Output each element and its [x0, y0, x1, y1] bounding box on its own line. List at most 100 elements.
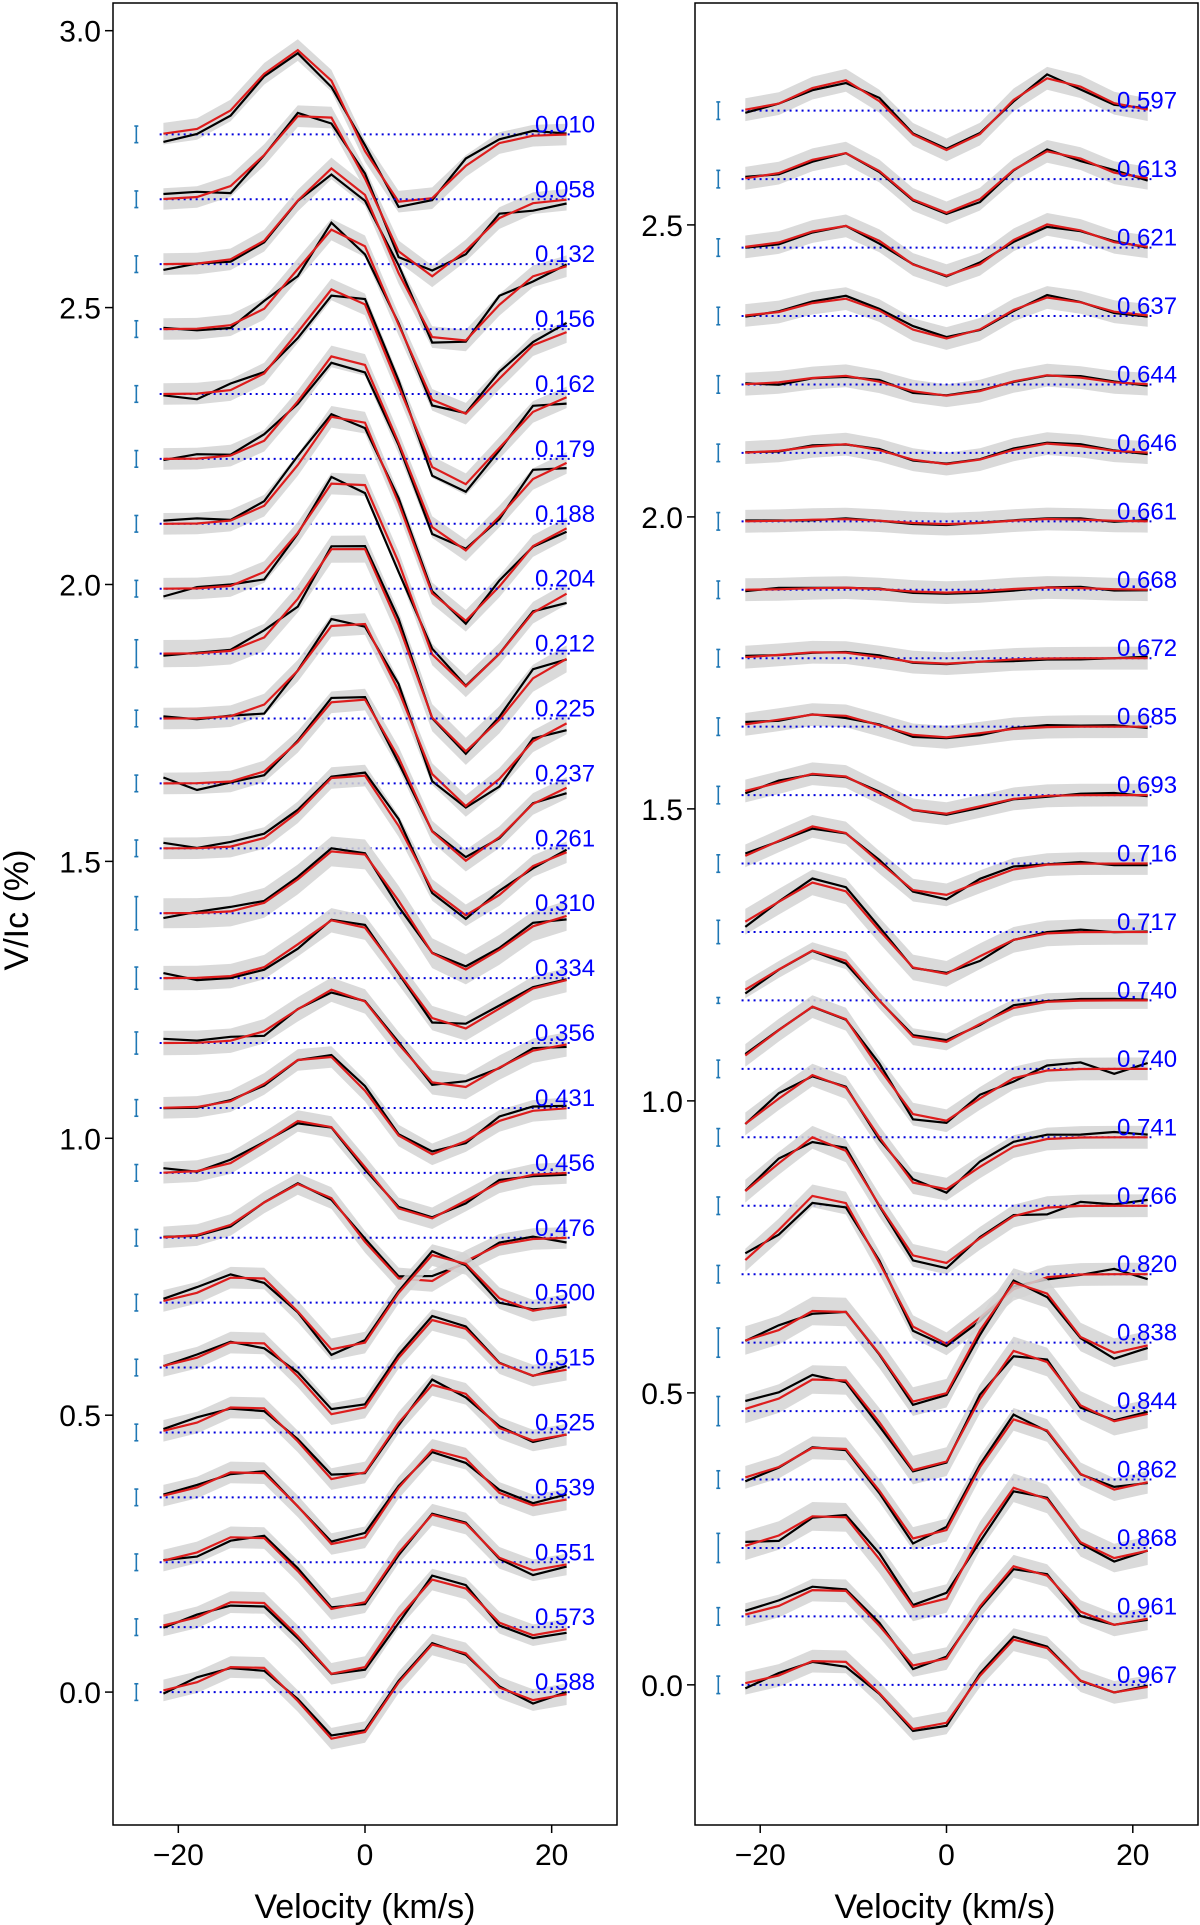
uncertainty-band — [745, 1063, 1148, 1201]
phase-label: 0.868 — [1117, 1525, 1177, 1552]
model-profile — [744, 1418, 1148, 1540]
profile-0.588: 0.588 — [134, 1633, 595, 1750]
phase-label: 0.010 — [535, 111, 595, 138]
uncertainty-band — [745, 66, 1148, 162]
model-profile — [163, 1253, 567, 1351]
uncertainty-band — [163, 1633, 567, 1750]
profile-0.613: 0.613 — [716, 140, 1177, 225]
model-profile — [163, 1578, 567, 1676]
model-profile — [163, 547, 568, 753]
uncertainty-band — [163, 105, 567, 288]
profile-0.838: 0.838 — [716, 1268, 1177, 1416]
profile-0.132: 0.132 — [134, 157, 595, 352]
observed-profile — [163, 1574, 567, 1676]
model-profile — [745, 1638, 1148, 1731]
phase-label: 0.740 — [1117, 977, 1177, 1004]
observed-profile — [745, 148, 1149, 216]
profile-0.204: 0.204 — [134, 472, 595, 698]
phase-label: 0.539 — [535, 1474, 595, 1501]
y-tick-label: 3.0 — [59, 16, 101, 49]
y-tick-label: 1.5 — [59, 846, 101, 879]
phase-label: 0.685 — [1117, 704, 1177, 731]
uncertainty-band — [163, 1374, 567, 1490]
uncertainty-band — [163, 1046, 567, 1166]
model-profile — [163, 166, 567, 342]
x-tick-label: −20 — [153, 1839, 204, 1872]
uncertainty-band — [745, 942, 1148, 1051]
y-axis-title: V/Ic (%) — [0, 850, 36, 971]
y-tick-label: 1.0 — [59, 1123, 101, 1156]
x-tick-label: 20 — [1116, 1839, 1149, 1872]
model-profile — [745, 651, 1148, 665]
uncertainty-band — [745, 286, 1148, 350]
observed-profile — [163, 1249, 567, 1357]
phase-label: 0.525 — [535, 1409, 595, 1436]
model-profile — [163, 415, 568, 623]
phase-label: 0.646 — [1117, 430, 1177, 457]
phase-label: 0.740 — [1117, 1046, 1177, 1073]
y-tick-label: 2.0 — [59, 569, 101, 602]
profile-0.740: 0.740 — [716, 995, 1177, 1133]
model-profile — [745, 77, 1148, 152]
y-tick-label: 2.5 — [59, 293, 101, 326]
x-tick-label: −20 — [735, 1839, 786, 1872]
profile-0.621: 0.621 — [716, 213, 1177, 288]
phase-label: 0.456 — [535, 1150, 595, 1177]
model-profile — [163, 988, 567, 1089]
profile-0.356: 0.356 — [134, 977, 595, 1100]
phase-label: 0.334 — [535, 955, 595, 982]
model-profile — [163, 919, 567, 1030]
y-tick-label: 1.5 — [641, 794, 683, 827]
model-profile — [745, 223, 1148, 277]
model-profile — [745, 586, 1148, 594]
phase-label: 0.058 — [535, 176, 595, 203]
y-tick-label: 0.0 — [59, 1677, 101, 1710]
phase-label: 0.967 — [1117, 1662, 1177, 1689]
profile-0.820: 0.820 — [716, 1184, 1177, 1356]
observed-profile — [163, 847, 567, 968]
phase-label: 0.156 — [535, 306, 595, 333]
profile-0.515: 0.515 — [134, 1309, 595, 1425]
phase-label: 0.672 — [1117, 635, 1177, 662]
profile-0.573: 0.573 — [134, 1568, 595, 1685]
phase-label: 0.862 — [1117, 1457, 1177, 1484]
phase-label: 0.212 — [535, 631, 595, 658]
model-profile — [163, 115, 567, 278]
phase-label: 0.717 — [1117, 909, 1177, 936]
phase-label: 0.179 — [535, 436, 595, 463]
model-profile — [163, 1318, 567, 1416]
model-profile — [745, 713, 1148, 739]
observed-profile — [163, 111, 567, 272]
phase-label: 0.661 — [1117, 498, 1177, 525]
profile-0.162: 0.162 — [134, 278, 595, 495]
model-profile — [745, 1565, 1148, 1667]
uncertainty-band — [745, 1125, 1148, 1275]
profile-0.668: 0.668 — [716, 567, 1177, 604]
phase-label: 0.225 — [535, 696, 595, 723]
phase-label: 0.613 — [1117, 156, 1177, 183]
model-profile — [744, 881, 1148, 975]
uncertainty-band — [745, 1268, 1148, 1416]
model-profile — [163, 1383, 567, 1481]
right-panel: 0.597 0.613 0.621 0.637 0.644 0.646 0.661 0.668… — [641, 2, 1199, 1872]
uncertainty-band — [745, 1336, 1148, 1485]
phase-label: 0.132 — [535, 241, 595, 268]
y-tick-label: 0.5 — [641, 1378, 683, 1411]
model-profile — [163, 1119, 567, 1220]
profile-0.637: 0.637 — [716, 286, 1177, 350]
uncertainty-band — [163, 39, 567, 213]
uncertainty-band — [745, 140, 1148, 225]
uncertainty-band — [745, 815, 1148, 907]
model-profile — [163, 1643, 567, 1740]
phase-label: 0.844 — [1117, 1388, 1177, 1415]
uncertainty-band — [163, 1568, 567, 1685]
phase-label: 0.476 — [535, 1215, 595, 1242]
observed-profile — [163, 1122, 567, 1219]
model-profile — [744, 1194, 1148, 1346]
model-profile — [163, 1513, 567, 1611]
model-profile — [744, 1349, 1148, 1472]
observed-profile — [163, 173, 568, 344]
model-profile — [163, 48, 567, 203]
model-profile — [745, 296, 1148, 340]
